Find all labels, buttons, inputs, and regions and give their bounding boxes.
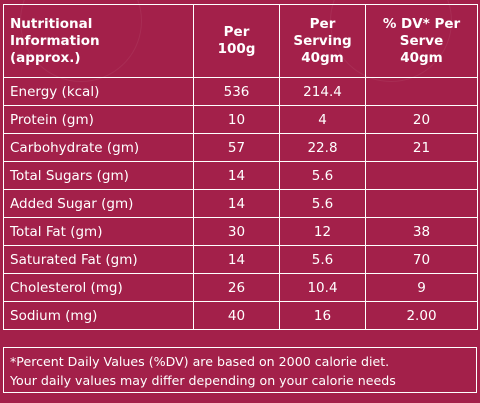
nutrition-table: Nutritional Information (approx.) Per 10…: [3, 4, 478, 330]
row-label: Total Sugars (gm): [3, 161, 194, 190]
header-label: Nutritional Information (approx.): [10, 15, 100, 66]
header-per-100g: Per 100g: [193, 4, 280, 78]
row-label: Cholesterol (mg): [3, 273, 194, 302]
footnote-line: *Percent Daily Values (%DV) are based on…: [10, 354, 390, 369]
cell-per-serving: 5.6: [279, 189, 366, 218]
table-row: Energy (kcal) 536 214.4: [3, 77, 478, 106]
table-row: Protein (gm) 10 4 20: [3, 105, 478, 134]
cell-per-100g: 57: [193, 133, 280, 162]
cell-per-serving: 5.6: [279, 161, 366, 190]
cell-dv: 21: [365, 133, 478, 162]
cell-per-100g: 14: [193, 161, 280, 190]
header-label: Per Serving 40gm: [293, 15, 352, 66]
cell-dv: 20: [365, 105, 478, 134]
table-row: Total Sugars (gm) 14 5.6: [3, 161, 478, 190]
cell-per-serving: 10.4: [279, 273, 366, 302]
row-label: Added Sugar (gm): [3, 189, 194, 218]
cell-per-serving: 214.4: [279, 77, 366, 106]
table-header-row: Nutritional Information (approx.) Per 10…: [3, 4, 478, 78]
cell-dv: 70: [365, 245, 478, 274]
header-label: % DV* Per Serve 40gm: [382, 15, 461, 66]
row-label: Carbohydrate (gm): [3, 133, 194, 162]
cell-dv: 9: [365, 273, 478, 302]
cell-dv: [365, 189, 478, 218]
header-label: Per 100g: [217, 24, 256, 57]
table-row: Sodium (mg) 40 16 2.00: [3, 301, 478, 330]
table-row: Carbohydrate (gm) 57 22.8 21: [3, 133, 478, 162]
row-label: Saturated Fat (gm): [3, 245, 194, 274]
cell-per-100g: 30: [193, 217, 280, 246]
row-label: Energy (kcal): [3, 77, 194, 106]
cell-dv: [365, 77, 478, 106]
table-row: Added Sugar (gm) 14 5.6: [3, 189, 478, 218]
cell-per-100g: 26: [193, 273, 280, 302]
cell-per-serving: 22.8: [279, 133, 366, 162]
cell-per-serving: 12: [279, 217, 366, 246]
table-row: Saturated Fat (gm) 14 5.6 70: [3, 245, 478, 274]
cell-per-serving: 4: [279, 105, 366, 134]
cell-dv: [365, 161, 478, 190]
table-row: Total Fat (gm) 30 12 38: [3, 217, 478, 246]
cell-per-100g: 536: [193, 77, 280, 106]
row-label: Sodium (mg): [3, 301, 194, 330]
cell-per-serving: 5.6: [279, 245, 366, 274]
header-per-serving: Per Serving 40gm: [279, 4, 366, 78]
cell-per-100g: 40: [193, 301, 280, 330]
cell-per-serving: 16: [279, 301, 366, 330]
row-label: Protein (gm): [3, 105, 194, 134]
header-nutritional-information: Nutritional Information (approx.): [3, 4, 194, 78]
table-row: Cholesterol (mg) 26 10.4 9: [3, 273, 478, 302]
cell-per-100g: 10: [193, 105, 280, 134]
footnote-line: Your daily values may differ depending o…: [10, 373, 396, 388]
cell-per-100g: 14: [193, 245, 280, 274]
cell-dv: 38: [365, 217, 478, 246]
cell-dv: 2.00: [365, 301, 478, 330]
header-dv-per-serve: % DV* Per Serve 40gm: [365, 4, 478, 78]
row-label: Total Fat (gm): [3, 217, 194, 246]
footnote: *Percent Daily Values (%DV) are based on…: [3, 347, 477, 393]
cell-per-100g: 14: [193, 189, 280, 218]
